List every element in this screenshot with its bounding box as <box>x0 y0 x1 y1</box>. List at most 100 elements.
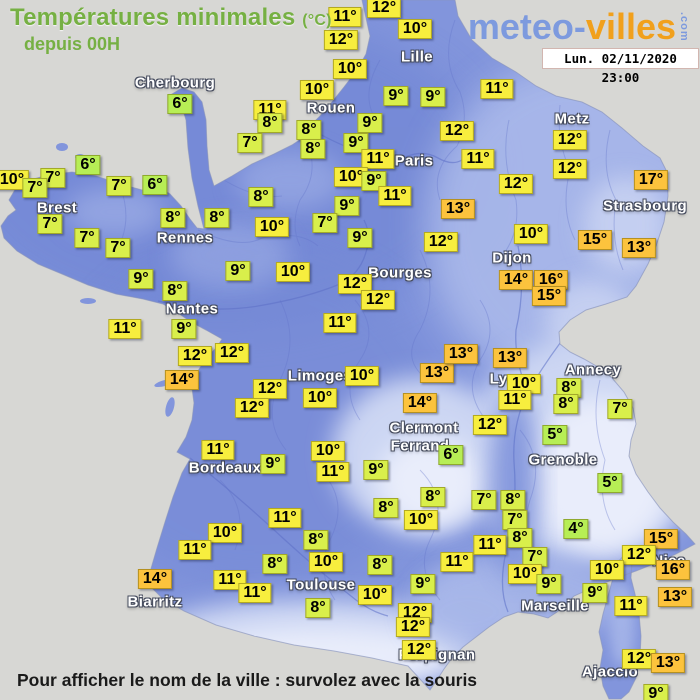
temp-badge[interactable]: 11° <box>178 540 212 560</box>
temp-badge[interactable]: 12° <box>214 343 250 363</box>
temp-badge[interactable]: 9° <box>343 133 369 153</box>
temp-badge[interactable]: 11° <box>498 390 532 410</box>
temp-badge[interactable]: 6° <box>142 175 168 195</box>
temp-badge[interactable]: 13° <box>657 587 693 607</box>
temp-badge[interactable]: 12° <box>401 640 437 660</box>
temp-badge[interactable]: 10° <box>507 564 543 584</box>
temp-badge[interactable]: 12° <box>360 290 396 310</box>
temp-badge[interactable]: 8° <box>300 139 326 159</box>
temp-badge[interactable]: 8° <box>373 498 399 518</box>
temp-badge[interactable]: 12° <box>337 274 373 294</box>
temp-badge[interactable]: 13° <box>621 238 657 258</box>
temp-badge[interactable]: 15° <box>531 286 567 306</box>
temp-badge[interactable]: 8° <box>248 187 274 207</box>
temp-badge[interactable]: 14° <box>402 393 438 413</box>
temp-badge[interactable]: 13° <box>440 199 476 219</box>
temp-badge[interactable]: 11° <box>361 149 395 169</box>
temp-badge[interactable]: 9° <box>260 454 286 474</box>
temp-badge[interactable]: 10° <box>344 366 380 386</box>
temp-badge[interactable]: 10° <box>299 80 335 100</box>
temp-badge[interactable]: 11° <box>238 583 272 603</box>
temp-badge[interactable]: 9° <box>582 583 608 603</box>
temp-badge[interactable]: 6° <box>438 445 464 465</box>
temp-badge[interactable]: 8° <box>303 530 329 550</box>
temp-badge[interactable]: 5° <box>542 425 568 445</box>
temp-badge[interactable]: 8° <box>296 120 322 140</box>
temp-badge[interactable]: 12° <box>552 130 588 150</box>
temp-badge[interactable]: 7° <box>106 176 132 196</box>
temp-badge[interactable]: 10° <box>308 552 344 572</box>
temp-badge[interactable]: 15° <box>577 230 613 250</box>
temp-badge[interactable]: 9° <box>643 684 669 700</box>
temp-badge[interactable]: 9° <box>410 574 436 594</box>
temp-badge[interactable]: 8° <box>507 528 533 548</box>
temp-badge[interactable]: 8° <box>367 555 393 575</box>
temp-badge[interactable]: 11° <box>378 186 412 206</box>
temp-badge[interactable]: 7° <box>607 399 633 419</box>
temp-badge[interactable]: 11° <box>108 319 142 339</box>
temp-badge[interactable]: 11° <box>461 149 495 169</box>
temp-badge[interactable]: 10° <box>302 388 338 408</box>
temp-badge[interactable]: 10° <box>254 217 290 237</box>
temp-badge[interactable]: 10° <box>589 560 625 580</box>
temp-badge[interactable]: 9° <box>383 86 409 106</box>
temp-badge[interactable]: 9° <box>536 574 562 594</box>
temp-badge[interactable]: 7° <box>37 214 63 234</box>
temp-badge[interactable]: 10° <box>310 441 346 461</box>
temp-badge[interactable]: 9° <box>347 228 373 248</box>
temp-badge[interactable]: 12° <box>472 415 508 435</box>
temp-badge[interactable]: 11° <box>213 570 247 590</box>
temp-badge[interactable]: 17° <box>633 170 669 190</box>
temp-badge[interactable]: 9° <box>334 196 360 216</box>
temp-badge[interactable]: 11° <box>480 79 514 99</box>
temp-badge[interactable]: 12° <box>395 617 431 637</box>
temp-badge[interactable]: 8° <box>262 554 288 574</box>
temp-badge[interactable]: 7° <box>502 510 528 530</box>
temp-badge[interactable]: 7° <box>312 213 338 233</box>
temp-badge[interactable]: 8° <box>420 487 446 507</box>
temp-badge[interactable]: 7° <box>22 178 48 198</box>
temp-badge[interactable]: 9° <box>420 87 446 107</box>
temp-badge[interactable]: 7° <box>522 547 548 567</box>
temp-badge[interactable]: 8° <box>257 113 283 133</box>
temp-badge[interactable]: 11° <box>328 7 362 27</box>
temp-badge[interactable]: 10° <box>207 523 243 543</box>
temp-badge[interactable]: 10° <box>513 224 549 244</box>
temp-badge[interactable]: 6° <box>75 155 101 175</box>
temp-badge[interactable]: 5° <box>597 473 623 493</box>
temp-badge[interactable]: 11° <box>316 462 350 482</box>
temp-badge[interactable]: 12° <box>323 30 359 50</box>
temp-badge[interactable]: 12° <box>498 174 534 194</box>
temp-badge[interactable]: 4° <box>563 519 589 539</box>
temp-badge[interactable]: 10° <box>397 19 433 39</box>
temp-badge[interactable]: 8° <box>204 208 230 228</box>
temp-badge[interactable]: 11° <box>201 440 235 460</box>
temp-badge[interactable]: 10° <box>332 59 368 79</box>
temp-badge[interactable]: 6° <box>167 94 193 114</box>
temp-badge[interactable]: 12° <box>177 346 213 366</box>
temp-badge[interactable]: 16° <box>655 560 691 580</box>
temp-badge[interactable]: 12° <box>621 545 657 565</box>
temp-badge[interactable]: 10° <box>357 585 393 605</box>
temp-badge[interactable]: 8° <box>305 598 331 618</box>
temp-badge[interactable]: 12° <box>621 649 657 669</box>
temp-badge[interactable]: 7° <box>471 490 497 510</box>
temp-badge[interactable]: 9° <box>128 269 154 289</box>
temp-badge[interactable]: 11° <box>268 508 302 528</box>
temp-badge[interactable]: 14° <box>498 270 534 290</box>
temp-badge[interactable]: 13° <box>650 653 686 673</box>
temp-badge[interactable]: 12° <box>366 0 402 18</box>
temp-badge[interactable]: 10° <box>0 170 30 190</box>
temp-badge[interactable]: 12° <box>439 121 475 141</box>
temp-badge[interactable]: 12° <box>423 232 459 252</box>
temp-badge[interactable]: 12° <box>552 159 588 179</box>
temp-badge[interactable]: 9° <box>171 319 197 339</box>
temp-badge[interactable]: 13° <box>492 348 528 368</box>
temp-badge[interactable]: 11° <box>440 552 474 572</box>
temp-badge[interactable]: 9° <box>225 261 251 281</box>
temp-badge[interactable]: 13° <box>419 363 455 383</box>
temp-badge[interactable]: 8° <box>553 394 579 414</box>
temp-badge[interactable]: 8° <box>160 208 186 228</box>
temp-badge[interactable]: 15° <box>643 529 679 549</box>
